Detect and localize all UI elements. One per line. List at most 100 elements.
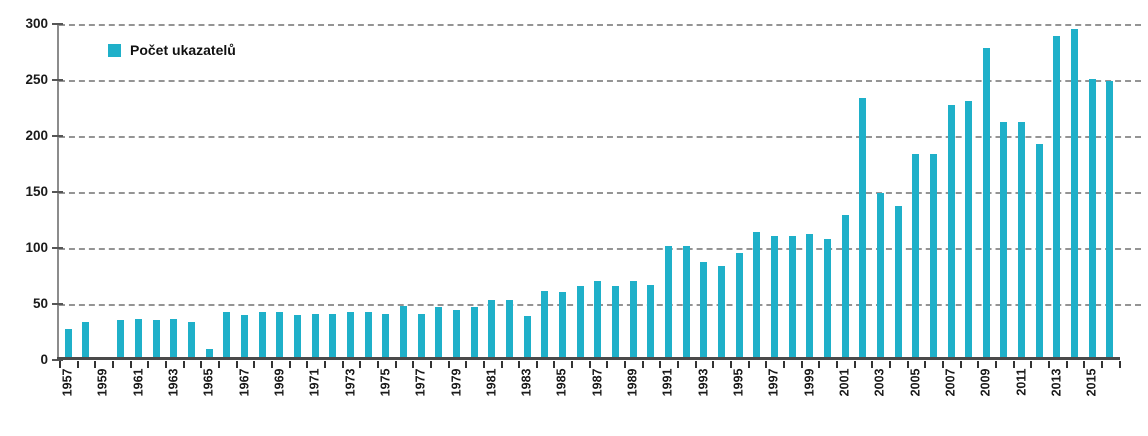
bar-1979 — [453, 309, 461, 359]
x-tick — [677, 361, 680, 368]
x-axis-label-1963: 1963 — [166, 368, 181, 397]
y-axis-label-50: 50 — [32, 296, 48, 311]
y-tick-200 — [52, 135, 63, 137]
gridline-250 — [59, 80, 1141, 82]
x-tick — [977, 361, 980, 368]
x-tick — [942, 361, 944, 368]
x-tick — [818, 361, 821, 368]
x-tick — [889, 361, 892, 368]
bar-2008 — [965, 101, 973, 359]
bar-1987 — [594, 280, 602, 359]
bar-1988 — [611, 286, 619, 359]
y-tick-250 — [52, 79, 63, 81]
x-tick — [482, 361, 485, 368]
x-axis-label-2011: 2011 — [1014, 368, 1029, 396]
x-tick — [606, 361, 609, 368]
x-tick — [1083, 361, 1086, 368]
x-tick — [359, 361, 362, 368]
bar-1994 — [717, 266, 725, 359]
bar-1992 — [682, 245, 690, 359]
y-tick-150 — [52, 191, 63, 193]
x-axis-label-2013: 2013 — [1049, 368, 1064, 397]
x-tick — [994, 361, 997, 368]
bar-1999 — [806, 233, 814, 359]
bar-1991 — [664, 245, 672, 359]
bar-1997 — [770, 235, 778, 359]
bar-1967 — [241, 315, 249, 359]
x-axis-label-1959: 1959 — [95, 368, 110, 397]
y-axis-label-300: 300 — [25, 16, 48, 31]
bar-1970 — [294, 315, 302, 359]
x-tick — [394, 361, 397, 368]
x-axis-label-1987: 1987 — [590, 368, 605, 397]
bar-2004 — [894, 205, 902, 359]
x-axis-label-2005: 2005 — [908, 368, 923, 397]
x-axis-label-1989: 1989 — [625, 368, 640, 397]
bar-1960 — [117, 319, 125, 359]
x-axis-label-2003: 2003 — [872, 368, 887, 397]
bar-1958 — [82, 322, 90, 359]
x-tick — [641, 361, 644, 368]
x-tick — [76, 361, 79, 368]
x-tick — [465, 361, 468, 368]
legend-swatch-icon — [108, 43, 121, 57]
x-axis-label-1997: 1997 — [766, 368, 781, 397]
x-axis-label-1965: 1965 — [201, 368, 216, 397]
bar-2007 — [947, 104, 955, 359]
x-tick — [217, 361, 220, 368]
x-tick — [1065, 361, 1068, 368]
x-tick — [959, 361, 962, 368]
x-tick — [871, 361, 874, 368]
x-tick — [253, 361, 256, 368]
x-tick — [783, 361, 786, 368]
bar-2000 — [823, 239, 831, 359]
bar-1985 — [558, 291, 566, 359]
bar-1980 — [470, 307, 478, 359]
x-axis-label-1975: 1975 — [378, 368, 393, 397]
bar-1977 — [417, 314, 425, 359]
x-tick — [694, 361, 697, 368]
bar-2012 — [1035, 143, 1043, 359]
x-tick — [1030, 361, 1033, 368]
x-tick — [500, 361, 503, 368]
y-tick-0 — [52, 359, 63, 361]
bar-1957 — [64, 328, 72, 359]
x-tick — [323, 361, 326, 368]
x-tick — [59, 361, 61, 368]
x-tick — [111, 361, 114, 368]
bar-2015 — [1088, 79, 1096, 359]
y-axis-label-0: 0 — [40, 352, 48, 367]
plot-area — [52, 23, 1145, 368]
bar-1990 — [647, 285, 655, 359]
bar-1969 — [276, 311, 284, 359]
x-axis-label-1977: 1977 — [413, 368, 428, 397]
x-tick — [624, 361, 627, 368]
x-tick — [235, 361, 238, 368]
bar-1989 — [629, 280, 637, 359]
x-tick — [1100, 361, 1103, 368]
x-tick — [571, 361, 574, 368]
x-tick — [341, 361, 344, 368]
x-tick — [376, 361, 379, 368]
x-tick — [518, 361, 521, 368]
x-tick — [765, 361, 768, 368]
bar-1968 — [258, 311, 266, 359]
x-axis-line — [57, 357, 1120, 360]
x-axis-label-1961: 1961 — [131, 368, 146, 397]
gridline-200 — [59, 136, 1141, 138]
x-axis-label-1983: 1983 — [519, 368, 534, 397]
x-tick — [1118, 361, 1121, 368]
x-tick — [164, 361, 167, 368]
bar-1978 — [435, 307, 443, 359]
bar-1973 — [347, 311, 355, 359]
x-tick — [836, 361, 839, 368]
bar-2013 — [1053, 36, 1061, 359]
bar-1986 — [576, 286, 584, 359]
y-tick-100 — [52, 247, 63, 249]
x-axis-label-1995: 1995 — [731, 368, 746, 397]
x-tick — [553, 361, 556, 368]
gridline-300 — [59, 24, 1141, 26]
x-axis-label-1991: 1991 — [660, 368, 675, 397]
bar-1993 — [700, 261, 708, 359]
x-axis-label-1973: 1973 — [343, 368, 358, 397]
